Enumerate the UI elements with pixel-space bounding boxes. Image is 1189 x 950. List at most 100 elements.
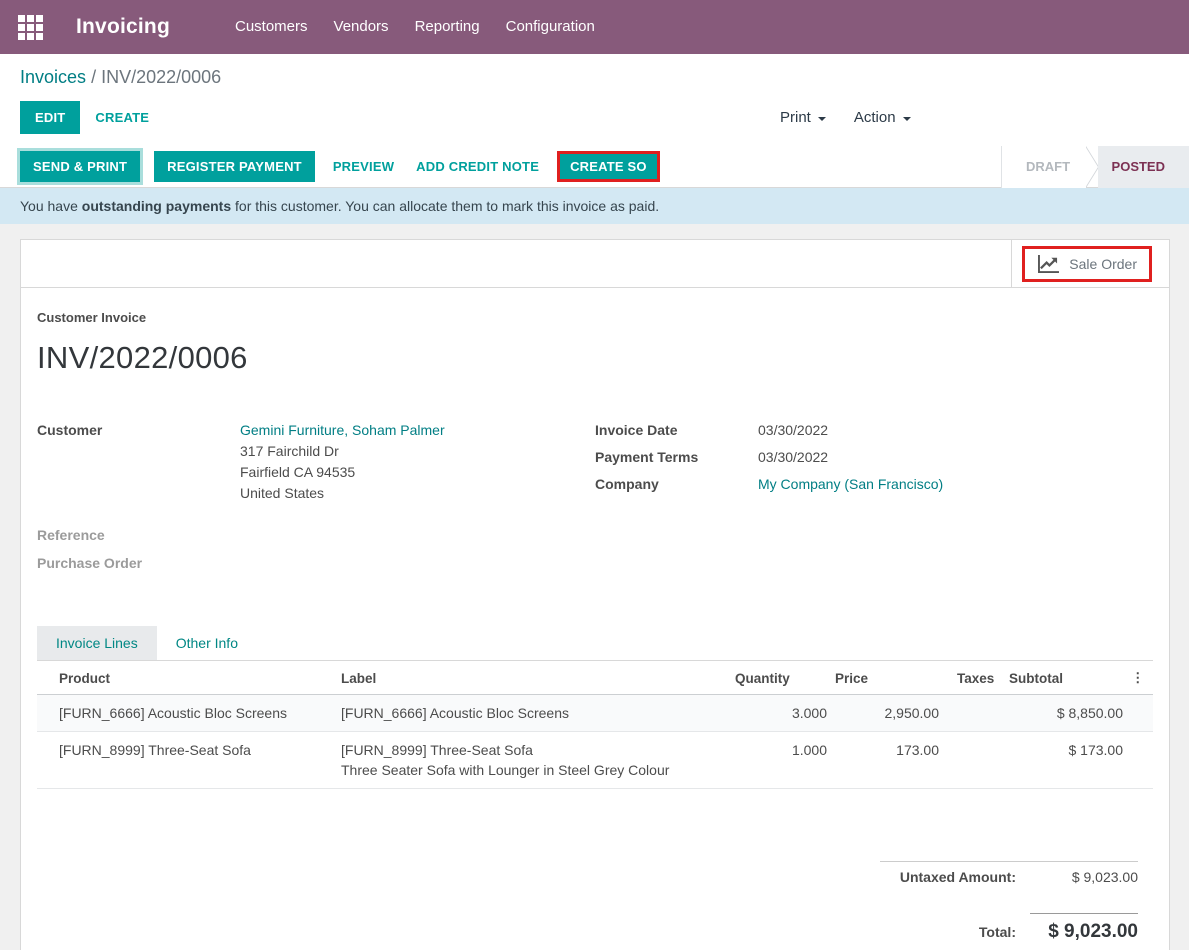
- right-field-column: Invoice Date 03/30/2022 Payment Terms 03…: [595, 420, 1153, 580]
- register-payment-button[interactable]: REGISTER PAYMENT: [154, 151, 315, 182]
- invoice-lines-table: Product Label Quantity Price Taxes Subto…: [37, 661, 1153, 789]
- control-panel: Invoices / INV/2022/0006 EDIT CREATE Pri…: [0, 54, 1189, 146]
- smart-button-wrap: Sale Order: [1011, 240, 1169, 287]
- action-dropdown-label: Action: [853, 109, 896, 126]
- company-label: Company: [595, 476, 659, 492]
- banner-text: for this customer. You can allocate them…: [231, 198, 660, 214]
- cell-label-line: [FURN_8999] Three-Seat Sofa: [341, 742, 533, 758]
- payment-terms-label: Payment Terms: [595, 449, 699, 465]
- customer-label: Customer: [37, 422, 103, 438]
- price-column-header[interactable]: Price: [831, 661, 943, 695]
- cell-price[interactable]: 173.00: [831, 731, 943, 789]
- invoice-sheet: Sale Order Customer Invoice INV/2022/000…: [20, 239, 1170, 950]
- cell-subtotal[interactable]: $ 173.00: [1005, 731, 1127, 789]
- banner-bold-text: outstanding payments: [81, 198, 232, 214]
- statusbar-buttons: SEND & PRINT REGISTER PAYMENT PREVIEW AD…: [20, 151, 660, 182]
- breadcrumb: Invoices / INV/2022/0006: [20, 67, 1169, 88]
- label-column-header[interactable]: Label: [337, 661, 731, 695]
- breadcrumb-separator: /: [91, 67, 97, 87]
- purchase-order-label: Purchase Order: [37, 555, 143, 571]
- chevron-down-icon: [902, 116, 911, 121]
- address-line: United States: [240, 485, 325, 501]
- totals-block: Untaxed Amount: $ 9,023.00 Total: $ 9,02…: [880, 861, 1138, 950]
- app-title[interactable]: Invoicing: [76, 15, 170, 38]
- control-panel-buttons: EDIT CREATE Print Action: [20, 101, 1169, 134]
- nav-item-configuration[interactable]: Configuration: [505, 18, 595, 35]
- cell-taxes[interactable]: [943, 694, 1005, 732]
- top-navbar: Invoicing Customers Vendors Reporting Co…: [0, 0, 1189, 54]
- document-type-label: Customer Invoice: [37, 310, 147, 325]
- nav-item-customers[interactable]: Customers: [234, 18, 308, 35]
- status-posted[interactable]: POSTED: [1097, 145, 1189, 188]
- address-line: Fairfield CA 94535: [240, 464, 356, 480]
- sale-order-smart-button-label: Sale Order: [1069, 255, 1137, 272]
- customer-link[interactable]: Gemini Furniture, Soham Palmer: [240, 422, 445, 438]
- handle-column-header: [37, 661, 55, 695]
- untaxed-amount-value: $ 9,023.00: [1071, 869, 1138, 885]
- customer-address: 317 Fairchild Dr Fairfield CA 94535 Unit…: [240, 441, 445, 504]
- cell-quantity[interactable]: 1.000: [731, 731, 831, 789]
- reference-label: Reference: [37, 527, 105, 543]
- table-row[interactable]: [FURN_6666] Acoustic Bloc Screens [FURN_…: [37, 694, 1153, 732]
- sale-order-smart-button[interactable]: Sale Order: [1022, 245, 1152, 282]
- sheet-body: Customer Invoice INV/2022/0006 Customer …: [21, 288, 1169, 950]
- status-arrow-icon: [1084, 145, 1098, 188]
- cell-label[interactable]: [FURN_8999] Three-Seat Sofa Three Seater…: [337, 731, 731, 789]
- total-row: Total: $ 9,023.00: [880, 906, 1138, 949]
- add-credit-note-button[interactable]: ADD CREDIT NOTE: [412, 151, 543, 182]
- apps-menu-icon[interactable]: [18, 14, 43, 40]
- cell-product[interactable]: [FURN_8999] Three-Seat Sofa: [55, 731, 337, 789]
- content-area: Sale Order Customer Invoice INV/2022/000…: [0, 224, 1189, 950]
- table-row[interactable]: [FURN_8999] Three-Seat Sofa [FURN_8999] …: [37, 731, 1153, 789]
- cell-label[interactable]: [FURN_6666] Acoustic Bloc Screens: [337, 694, 731, 732]
- notebook-tabs: Invoice Lines Other Info: [37, 626, 1153, 661]
- untaxed-amount-row: Untaxed Amount: $ 9,023.00: [880, 861, 1138, 891]
- payment-terms-value[interactable]: 03/30/2022: [758, 449, 829, 465]
- table-header-row: Product Label Quantity Price Taxes Subto…: [37, 661, 1153, 695]
- cell-product[interactable]: [FURN_6666] Acoustic Bloc Screens: [55, 694, 337, 732]
- chevron-down-icon: [817, 116, 826, 121]
- cell-quantity[interactable]: 3.000: [731, 694, 831, 732]
- subtotal-column-header[interactable]: Subtotal: [1005, 661, 1127, 695]
- cell-subtotal[interactable]: $ 8,850.00: [1005, 694, 1127, 732]
- breadcrumb-invoices-link[interactable]: Invoices: [20, 67, 87, 87]
- total-value: $ 9,023.00: [1030, 913, 1138, 943]
- create-so-button[interactable]: CREATE SO: [557, 151, 660, 182]
- nav-item-reporting[interactable]: Reporting: [414, 18, 480, 35]
- company-link[interactable]: My Company (San Francisco): [758, 476, 944, 492]
- quantity-column-header[interactable]: Quantity: [731, 661, 831, 695]
- cell-taxes[interactable]: [943, 731, 1005, 789]
- taxes-column-header[interactable]: Taxes: [943, 661, 1005, 695]
- preview-button[interactable]: PREVIEW: [329, 151, 398, 182]
- address-line: 317 Fairchild Dr: [240, 443, 339, 459]
- untaxed-amount-label: Untaxed Amount:: [899, 869, 1016, 885]
- tab-other-info[interactable]: Other Info: [175, 635, 238, 651]
- status-draft[interactable]: DRAFT: [1000, 145, 1087, 188]
- invoice-number: INV/2022/0006: [37, 340, 248, 375]
- status-widget: DRAFT POSTED: [1000, 145, 1189, 188]
- cell-label-note: Three Seater Sofa with Lounger in Steel …: [341, 762, 670, 778]
- action-dropdown[interactable]: Action: [854, 109, 911, 126]
- print-dropdown-label: Print: [780, 109, 811, 126]
- print-action-group: Print Action: [780, 109, 911, 126]
- banner-text: You have: [20, 198, 82, 214]
- smart-button-box: Sale Order: [21, 240, 1169, 288]
- outstanding-payments-banner: You have outstanding payments for this c…: [0, 188, 1189, 224]
- nav-item-vendors[interactable]: Vendors: [333, 18, 389, 35]
- invoice-date-label: Invoice Date: [595, 422, 678, 438]
- create-button[interactable]: CREATE: [89, 101, 155, 134]
- print-dropdown[interactable]: Print: [780, 109, 826, 126]
- product-column-header[interactable]: Product: [55, 661, 337, 695]
- breadcrumb-current: INV/2022/0006: [101, 67, 222, 87]
- edit-button[interactable]: EDIT: [20, 101, 81, 134]
- left-field-column: Customer Gemini Furniture, Soham Palmer …: [37, 420, 595, 580]
- total-label: Total:: [978, 924, 1016, 940]
- send-print-button[interactable]: SEND & PRINT: [20, 151, 141, 182]
- statusbar: SEND & PRINT REGISTER PAYMENT PREVIEW AD…: [0, 145, 1189, 188]
- tab-invoice-lines[interactable]: Invoice Lines: [37, 626, 157, 660]
- cell-price[interactable]: 2,950.00: [831, 694, 943, 732]
- field-groups: Customer Gemini Furniture, Soham Palmer …: [37, 420, 1153, 580]
- invoice-date-value[interactable]: 03/30/2022: [758, 422, 829, 438]
- navbar-menu: Customers Vendors Reporting Configuratio…: [222, 0, 608, 54]
- optional-columns-icon[interactable]: ⋮: [1127, 661, 1153, 695]
